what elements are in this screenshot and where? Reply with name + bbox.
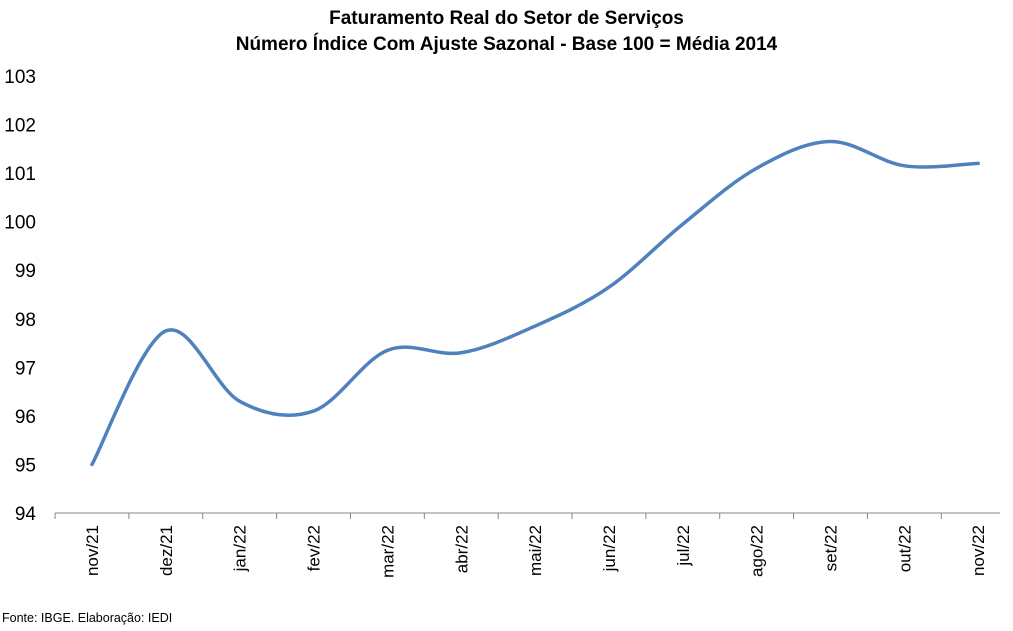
- data-point: [976, 161, 980, 165]
- y-tick-label: 95: [15, 455, 36, 476]
- x-tick-label: nov/21: [83, 525, 102, 576]
- y-axis: 94 95 96 97 98 99 100 101 102 103: [4, 67, 36, 525]
- x-tick-label: jul/22: [674, 525, 693, 567]
- x-tick-label: mar/22: [378, 525, 397, 578]
- y-tick-label: 99: [15, 261, 36, 282]
- x-tick-label: ago/22: [748, 525, 767, 577]
- y-tick-label: 103: [4, 67, 36, 88]
- data-point: [607, 285, 611, 289]
- x-tick-label: fev/22: [305, 525, 324, 571]
- series-line: [90, 139, 980, 467]
- data-point: [533, 324, 537, 328]
- y-tick-label: 97: [15, 358, 36, 379]
- chart-subtitle: Número Índice Com Ajuste Sazonal - Base …: [235, 34, 778, 55]
- data-point: [902, 164, 906, 168]
- data-point: [829, 140, 833, 144]
- chart-title-block: Faturamento Real do Setor de Serviços Nú…: [0, 6, 1013, 58]
- x-tick-label: nov/22: [969, 525, 988, 576]
- data-point: [238, 399, 242, 403]
- series-layer: [90, 139, 980, 467]
- data-point: [164, 329, 168, 333]
- x-tick-label: set/22: [822, 525, 841, 571]
- data-point: [90, 462, 94, 466]
- y-tick-label: 100: [4, 213, 36, 234]
- chart-title: Faturamento Real do Setor de Serviços: [329, 8, 684, 29]
- x-axis: nov/21 dez/21 jan/22 fev/22 mar/22 abr/22 mai/…: [54, 512, 1000, 578]
- y-tick-label: 94: [15, 504, 37, 525]
- y-tick-label: 98: [15, 310, 36, 331]
- x-tick-label: jan/22: [231, 525, 250, 572]
- data-point: [385, 348, 389, 352]
- data-point: [459, 351, 463, 355]
- x-tick-label: dez/21: [157, 525, 176, 576]
- y-tick-label: 96: [15, 407, 36, 428]
- y-tick-label: 102: [4, 116, 36, 137]
- x-tick-label: mai/22: [526, 525, 545, 576]
- data-point: [312, 409, 316, 413]
- x-tick-label: jun/22: [600, 525, 619, 572]
- y-tick-label: 101: [4, 164, 36, 185]
- x-tick-label: out/22: [895, 525, 914, 572]
- x-tick-label: abr/22: [452, 525, 471, 573]
- source-note: Fonte: IBGE. Elaboração: IEDI: [2, 611, 173, 625]
- data-point: [681, 222, 685, 226]
- data-point: [755, 166, 759, 170]
